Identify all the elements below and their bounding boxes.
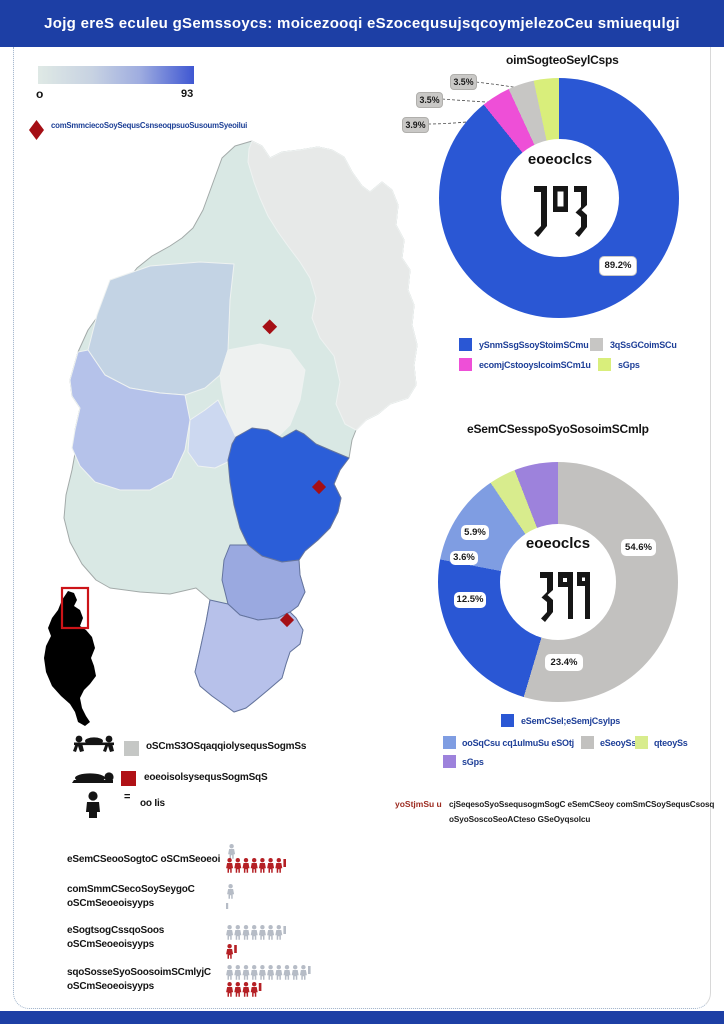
svg-text:=: = [124,791,130,803]
